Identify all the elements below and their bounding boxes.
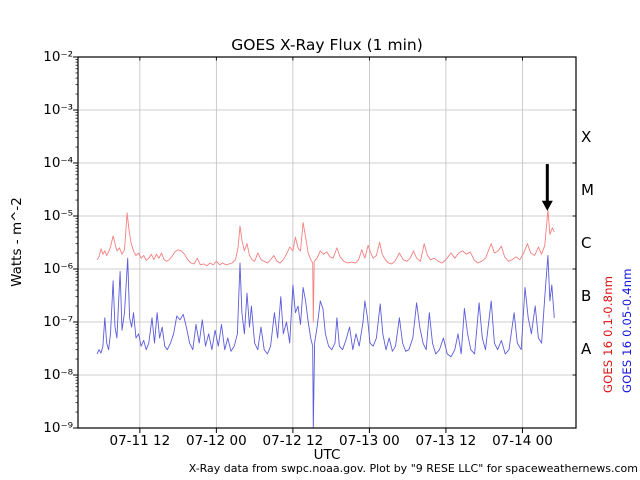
flux-class-label-x: X <box>581 127 592 146</box>
flux-class-label-c: C <box>581 233 592 252</box>
x-tick-label: 07-14 00 <box>492 433 553 449</box>
legend-goes16-short-channel: GOES 16 0.05-0.4nm <box>620 268 634 393</box>
flux-class-label-a: A <box>581 339 592 358</box>
y-tick-label: 10⁻⁴ <box>43 155 73 171</box>
y-tick-label: 10⁻⁷ <box>43 314 73 330</box>
series-line-short-xray <box>96 255 555 428</box>
y-tick-label: 10⁻⁵ <box>43 208 73 224</box>
y-tick-label: 10⁻⁶ <box>43 261 73 277</box>
y-tick-label: 10⁻⁸ <box>43 367 73 383</box>
y-tick-label: 10⁻⁹ <box>43 420 73 436</box>
plot-border <box>77 56 577 429</box>
legend-goes16-long-channel: GOES 16 0.1-0.8nm <box>601 275 615 393</box>
flux-class-label-b: B <box>581 286 592 305</box>
series-line-long-xray <box>96 209 555 323</box>
flux-class-label-m: M <box>581 180 594 199</box>
x-tick-label: 07-13 00 <box>339 433 400 449</box>
x-tick-label: 07-13 12 <box>415 433 477 449</box>
y-tick-label: 10⁻² <box>43 49 73 65</box>
attribution-caption: X-Ray data from swpc.noaa.gov. Plot by "… <box>188 462 638 475</box>
x-tick-label: 07-11 12 <box>109 433 171 449</box>
x-tick-label: 07-12 00 <box>186 433 247 449</box>
y-axis-label: Watts - m^-2 <box>9 197 25 287</box>
y-tick-label: 10⁻³ <box>43 102 73 118</box>
chart-title: GOES X-Ray Flux (1 min) <box>231 36 423 54</box>
x-axis-label: UTC <box>313 447 341 463</box>
flare-arrow-head <box>541 200 553 211</box>
x-tick-label: 07-12 12 <box>262 433 324 449</box>
